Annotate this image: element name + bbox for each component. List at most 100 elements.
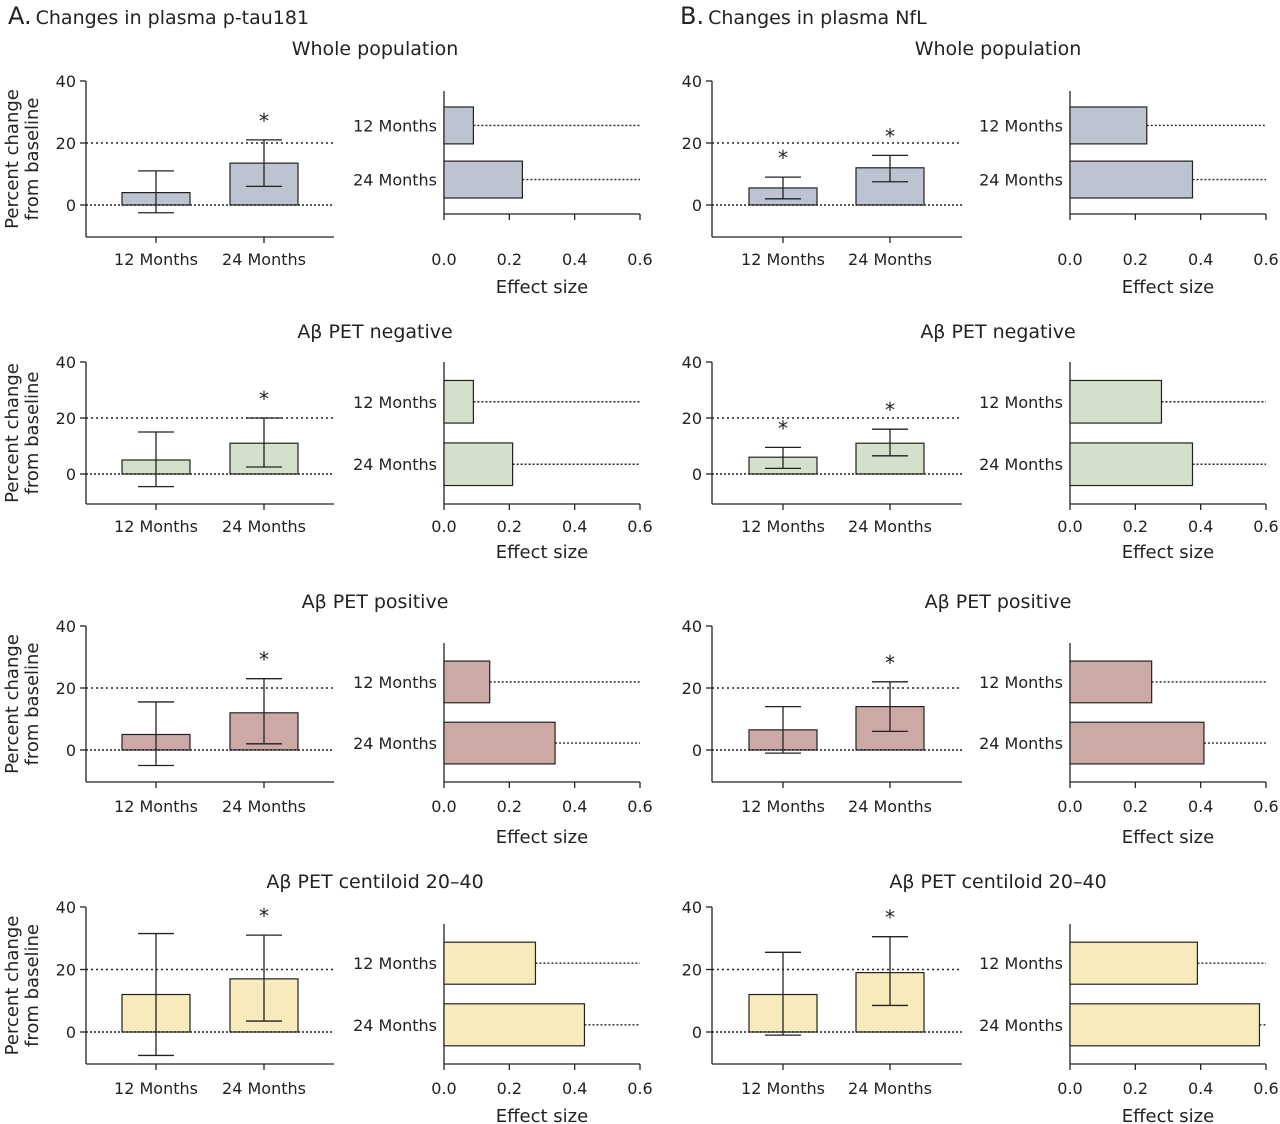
effect-x-tick-label: 0.6 [1253, 1079, 1278, 1098]
effect-x-tick-label: 0.0 [431, 797, 456, 816]
group-title: Aβ PET centiloid 20–40 [266, 871, 483, 893]
y-tick-label: 20 [56, 409, 76, 428]
effect-x-axis-label: Effect size [496, 277, 588, 298]
subplot-b-1: Aβ PET negative 0 20 40 * 12 Months * 24 Months… [682, 321, 1279, 563]
y-tick-label: 20 [682, 409, 702, 428]
effect-x-tick-label: 0.2 [1123, 1079, 1148, 1098]
x-tick-label: 24 Months [848, 250, 932, 269]
effect-bar [1069, 941, 1199, 985]
y-axis-label-line: Percent change [2, 363, 23, 503]
y-tick-label: 0 [692, 196, 702, 215]
effect-category-label: 12 Months [353, 393, 437, 412]
panel-letter: B. [680, 2, 704, 30]
effect-bar [443, 721, 556, 765]
effect-bar [1069, 379, 1163, 424]
group-title: Aβ PET positive [925, 591, 1072, 613]
effect-x-tick-label: 0.4 [562, 250, 587, 269]
effect-x-tick-label: 0.0 [431, 517, 456, 536]
effect-size-chart: 12 Months 24 Months 0.0 0.2 0.4 0.6 Effect siz… [353, 643, 653, 848]
y-tick-label: 0 [692, 465, 702, 484]
y-tick-label: 40 [682, 898, 702, 917]
panel-title-b: B. Changes in plasma NfL [680, 2, 927, 30]
y-tick-label: 40 [56, 72, 76, 91]
panel-title-text: Changes in plasma NfL [708, 7, 927, 29]
effect-x-axis-label: Effect size [496, 542, 588, 563]
effect-x-tick-label: 0.4 [562, 517, 587, 536]
y-tick-label: 40 [682, 617, 702, 636]
group-title: Whole population [915, 38, 1082, 60]
panel-title-a: A. Changes in plasma p-tau181 [8, 2, 309, 30]
significance-star: * [259, 648, 269, 672]
effect-x-tick-label: 0.6 [1253, 797, 1278, 816]
effect-bar [1069, 442, 1194, 487]
effect-category-label: 24 Months [353, 171, 437, 190]
effect-x-axis-label: Effect size [1122, 1106, 1214, 1124]
significance-star: * [885, 651, 895, 675]
effect-x-tick-label: 0.2 [1123, 797, 1148, 816]
effect-x-tick-label: 0.2 [497, 1079, 522, 1098]
effect-x-axis-label: Effect size [1122, 827, 1214, 848]
effect-bar [1069, 660, 1153, 704]
x-tick-label: 24 Months [848, 1079, 932, 1098]
effect-x-axis-label: Effect size [1122, 542, 1214, 563]
y-tick-label: 0 [692, 1023, 702, 1042]
effect-bar [443, 106, 474, 145]
y-tick-label: 40 [682, 72, 702, 91]
effect-bar [443, 941, 537, 985]
effect-category-label: 12 Months [979, 393, 1063, 412]
subplot-a-1: Aβ PET negative Percent changefrom baseli… [2, 321, 653, 563]
effect-x-axis-label: Effect size [496, 1106, 588, 1124]
x-tick-label: 24 Months [848, 797, 932, 816]
x-tick-label: 12 Months [114, 1079, 198, 1098]
effect-bar [443, 160, 524, 199]
effect-bar [1069, 721, 1205, 765]
subplot-b-0: Whole population 0 20 40 * 12 Months * 24 Month… [682, 38, 1279, 298]
subplot-a-2: Aβ PET positive Percent changefrom baseli… [2, 591, 653, 848]
y-tick-label: 20 [682, 134, 702, 153]
subplot-a-0: Whole population Percent changefrom basel… [2, 38, 653, 298]
y-axis-label-line: from baseline [22, 371, 43, 494]
effect-category-label: 12 Months [979, 673, 1063, 692]
y-tick-label: 0 [66, 196, 76, 215]
effect-category-label: 24 Months [979, 171, 1063, 190]
effect-x-tick-label: 0.2 [497, 517, 522, 536]
y-tick-label: 40 [682, 353, 702, 372]
y-axis-label: Percent changefrom baseline [2, 634, 43, 774]
group-title: Aβ PET negative [920, 321, 1075, 343]
significance-star: * [885, 906, 895, 930]
effect-x-tick-label: 0.0 [1057, 1079, 1082, 1098]
y-tick-label: 40 [56, 617, 76, 636]
effect-x-tick-label: 0.0 [1057, 250, 1082, 269]
y-tick-label: 0 [66, 741, 76, 760]
effect-x-tick-label: 0.2 [497, 797, 522, 816]
effect-category-label: 24 Months [979, 734, 1063, 753]
y-tick-label: 20 [56, 134, 76, 153]
y-axis-label-line: from baseline [22, 97, 43, 220]
effect-category-label: 12 Months [979, 116, 1063, 135]
group-title: Aβ PET centiloid 20–40 [889, 871, 1106, 893]
y-axis-label: Percent changefrom baseline [2, 916, 43, 1056]
effect-size-chart: 12 Months 24 Months 0.0 0.2 0.4 0.6 Effect siz… [979, 643, 1279, 848]
significance-star: * [778, 416, 788, 440]
group-title: Aβ PET negative [297, 321, 452, 343]
x-tick-label: 24 Months [222, 517, 306, 536]
y-tick-label: 0 [66, 465, 76, 484]
subplot-b-3: Aβ PET centiloid 20–40 0 20 40 12 Months * 24 … [682, 871, 1279, 1124]
x-tick-label: 12 Months [114, 517, 198, 536]
effect-x-axis-label: Effect size [496, 827, 588, 848]
x-tick-label: 12 Months [741, 517, 825, 536]
significance-star: * [259, 904, 269, 928]
x-tick-label: 12 Months [741, 797, 825, 816]
significance-star: * [885, 398, 895, 422]
effect-x-tick-label: 0.6 [627, 517, 652, 536]
effect-x-tick-label: 0.4 [562, 797, 587, 816]
x-tick-label: 12 Months [741, 1079, 825, 1098]
x-tick-label: 12 Months [114, 797, 198, 816]
significance-star: * [778, 146, 788, 170]
y-tick-label: 20 [682, 679, 702, 698]
effect-x-tick-label: 0.4 [1188, 517, 1213, 536]
y-tick-label: 20 [56, 679, 76, 698]
effect-x-tick-label: 0.0 [431, 1079, 456, 1098]
effect-x-tick-label: 0.0 [431, 250, 456, 269]
effect-size-chart: 12 Months 24 Months 0.0 0.2 0.4 0.6 Effect siz… [353, 924, 653, 1124]
